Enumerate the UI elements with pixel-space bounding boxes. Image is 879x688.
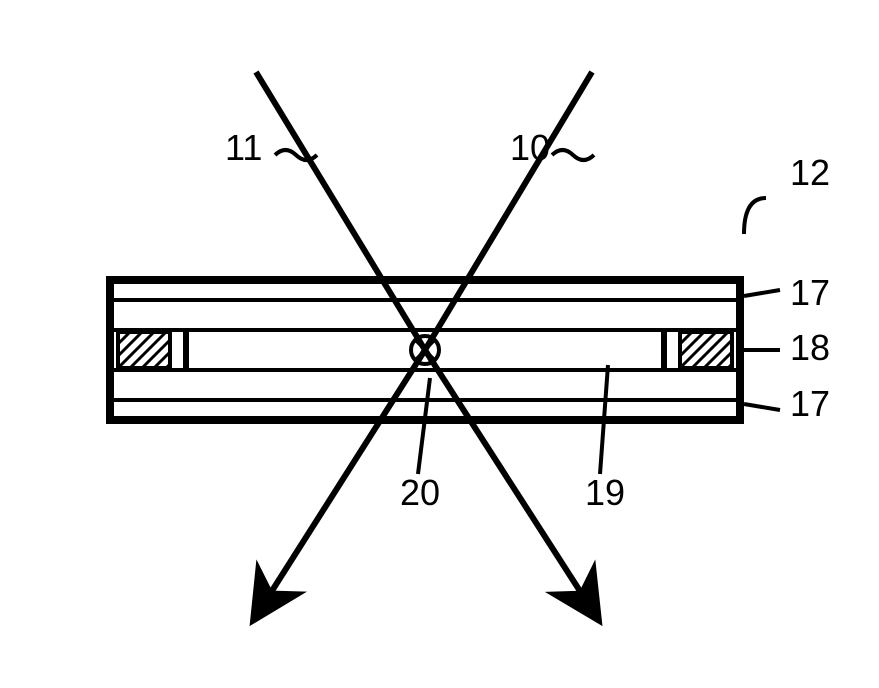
ray-11-in [256,72,425,350]
label-17: 17 [790,272,830,313]
leader-12 [744,198,766,234]
spacer-18-left [118,332,170,368]
leader-tilde [552,150,594,160]
ray-10-in [425,72,592,350]
leader-20 [418,378,430,474]
leader-tilde [275,150,317,160]
leader-17b [744,404,780,410]
spacer-18-right [680,332,732,368]
ray-out-right [425,350,596,616]
label-18: 18 [790,327,830,368]
label-20: 20 [400,472,440,513]
cross-section-diagram: 10 11 12 18 19 20 17 17 [0,0,879,688]
label-10: 10 [510,127,550,168]
label-11: 11 [225,127,262,168]
label-17: 17 [790,383,830,424]
leader-17a [744,290,780,296]
label-12: 12 [790,152,830,193]
label-19: 19 [585,472,625,513]
